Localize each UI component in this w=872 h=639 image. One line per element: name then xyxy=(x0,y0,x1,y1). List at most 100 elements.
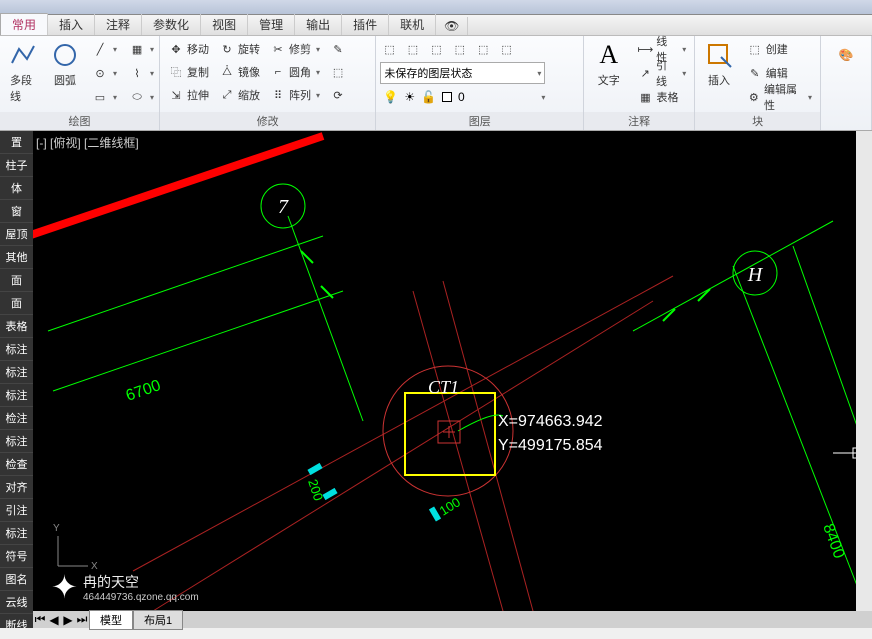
model-tab[interactable]: 模型 xyxy=(89,610,133,630)
insert-block-icon xyxy=(704,40,734,70)
watermark-star-icon: ✦ xyxy=(51,568,78,606)
line-tool[interactable]: ╱▾ xyxy=(88,38,121,60)
side-item[interactable]: 断线 xyxy=(0,614,33,628)
side-item[interactable]: 面 xyxy=(0,269,33,292)
ellipse-tool[interactable]: ⬭▾ xyxy=(125,86,158,108)
tab-addins[interactable]: 插件 xyxy=(342,14,389,35)
tab-focus-icon[interactable]: 👁 xyxy=(436,17,468,35)
mirror-icon: ⧊ xyxy=(219,64,235,80)
tab-online[interactable]: 联机 xyxy=(389,14,436,35)
layout1-tab[interactable]: 布局1 xyxy=(133,610,183,630)
title-bar xyxy=(0,0,872,15)
layer-lock-icon[interactable]: ⬚ xyxy=(474,38,492,60)
rect-tool[interactable]: ▭▾ xyxy=(88,86,121,108)
side-item[interactable]: 标注 xyxy=(0,522,33,545)
array-icon: ⠿ xyxy=(270,87,286,103)
panel-modify-label: 修改 xyxy=(160,112,375,130)
array-button[interactable]: ⠿阵列▾ xyxy=(266,84,324,106)
tab-view[interactable]: 视图 xyxy=(201,14,248,35)
side-item[interactable]: 符号 xyxy=(0,545,33,568)
side-item[interactable]: 标注 xyxy=(0,430,33,453)
tab-nav-last[interactable]: ⏭ xyxy=(75,613,89,627)
model-layout-tabs: ⏮ ◀ ▶ ⏭ 模型 布局1 xyxy=(33,611,872,628)
edit-attr-button[interactable]: ⚙编辑属性▾ xyxy=(743,86,816,108)
panel-layer: ⬚ ⬚ ⬚ ⬚ ⬚ ⬚ 未保存的图层状态▾ 💡 ☀ 🔓 0 ▾ 图层 xyxy=(376,36,584,130)
trim-button[interactable]: ✂修剪▾ xyxy=(266,38,324,60)
table-button[interactable]: ▦表格 xyxy=(633,86,690,108)
tab-annotate[interactable]: 注释 xyxy=(95,14,142,35)
leader-button[interactable]: ↗引线▾ xyxy=(633,62,690,84)
side-item[interactable]: 检注 xyxy=(0,407,33,430)
tab-insert[interactable]: 插入 xyxy=(48,14,95,35)
rotate-button[interactable]: ↻旋转 xyxy=(215,38,264,60)
rotate-icon: ↻ xyxy=(219,41,235,57)
polyline-button[interactable]: 多段线 xyxy=(4,38,42,106)
panel-extra: 🎨 xyxy=(821,36,872,130)
tab-nav-first[interactable]: ⏮ xyxy=(33,613,47,627)
arc-button[interactable]: 圆弧 xyxy=(46,38,84,90)
side-item[interactable]: 表格 xyxy=(0,315,33,338)
tab-output[interactable]: 输出 xyxy=(295,14,342,35)
side-item[interactable]: 体 xyxy=(0,177,33,200)
side-item[interactable]: 窗 xyxy=(0,200,33,223)
layer-current-combo[interactable]: 💡 ☀ 🔓 0 ▾ xyxy=(380,86,545,108)
layer-freeze-icon[interactable]: ⬚ xyxy=(427,38,445,60)
fillet-button[interactable]: ⌐圆角▾ xyxy=(266,61,324,83)
svg-text:H: H xyxy=(747,264,764,286)
layer-state-combo[interactable]: 未保存的图层状态▾ xyxy=(380,62,545,84)
circle-tool[interactable]: ⊙▾ xyxy=(88,62,121,84)
panel-block-label: 块 xyxy=(695,112,820,130)
layer-iso-icon[interactable]: ⬚ xyxy=(404,38,422,60)
side-item[interactable]: 云线 xyxy=(0,591,33,614)
erase-button[interactable]: ✎ xyxy=(326,38,350,60)
side-item[interactable]: 对齐 xyxy=(0,476,33,499)
tab-home[interactable]: 常用 xyxy=(0,13,48,35)
layer-off-icon[interactable]: ⬚ xyxy=(451,38,469,60)
byLayer-icon[interactable]: 🎨 xyxy=(825,38,867,72)
polyline-icon xyxy=(8,40,38,70)
side-item[interactable]: 其他 xyxy=(0,246,33,269)
tab-nav-next[interactable]: ▶ xyxy=(61,613,75,627)
layer-match-icon[interactable]: ⬚ xyxy=(497,38,515,60)
side-item[interactable]: 图名 xyxy=(0,568,33,591)
side-item[interactable]: 柱子 xyxy=(0,154,33,177)
tab-nav-prev[interactable]: ◀ xyxy=(47,613,61,627)
text-button[interactable]: A 文字 xyxy=(588,38,629,90)
explode-button[interactable]: ⬚ xyxy=(326,61,350,83)
spline-tool[interactable]: ⌇▾ xyxy=(125,62,158,84)
ribbon-tabs: 常用 插入 注释 参数化 视图 管理 输出 插件 联机 👁 xyxy=(0,15,872,36)
side-item[interactable]: 引注 xyxy=(0,499,33,522)
layer-zero-label: 0 xyxy=(458,90,465,104)
side-item[interactable]: 屋顶 xyxy=(0,223,33,246)
main-area: 置 柱子 体 窗 屋顶 其他 面 面 表格 标注 标注 标注 检注 标注 检查 … xyxy=(0,131,872,628)
offset-button[interactable]: ⟳ xyxy=(326,84,350,106)
watermark: 冉的天空 464449736.qzone.qq.com xyxy=(83,572,199,603)
side-item[interactable]: 置 xyxy=(0,131,33,154)
stretch-icon: ⇲ xyxy=(168,87,184,103)
panel-draw-label: 绘图 xyxy=(0,112,159,130)
move-button[interactable]: ✥移动 xyxy=(164,38,213,60)
side-item[interactable]: 标注 xyxy=(0,384,33,407)
vertical-scrollbar[interactable] xyxy=(856,131,872,611)
move-icon: ✥ xyxy=(168,41,184,57)
stretch-button[interactable]: ⇲拉伸 xyxy=(164,84,213,106)
svg-text:7: 7 xyxy=(278,196,289,218)
mirror-button[interactable]: ⧊镜像 xyxy=(215,61,264,83)
insert-block-button[interactable]: 插入 xyxy=(699,38,738,90)
table-icon: ▦ xyxy=(637,89,653,105)
side-item[interactable]: 面 xyxy=(0,292,33,315)
panel-modify: ✥移动 ↻旋转 ✂修剪▾ ✎ ⿻复制 ⧊镜像 ⌐圆角▾ ⬚ ⇲拉伸 ⤢缩放 ⠿阵… xyxy=(160,36,376,130)
scale-button[interactable]: ⤢缩放 xyxy=(215,84,264,106)
bulb-icon: 💡 xyxy=(383,90,398,104)
drawing-canvas[interactable]: [-] [俯视] [二维线框] 7 H xyxy=(33,131,872,628)
create-block-button[interactable]: ⬚创建 xyxy=(743,38,816,60)
side-item[interactable]: 检查 xyxy=(0,453,33,476)
panel-layer-label: 图层 xyxy=(376,112,583,130)
side-item[interactable]: 标注 xyxy=(0,338,33,361)
hatch-tool[interactable]: ▦▾ xyxy=(125,38,158,60)
tab-parametric[interactable]: 参数化 xyxy=(142,14,201,35)
tab-manage[interactable]: 管理 xyxy=(248,14,295,35)
copy-button[interactable]: ⿻复制 xyxy=(164,61,213,83)
side-item[interactable]: 标注 xyxy=(0,361,33,384)
layer-prop-icon[interactable]: ⬚ xyxy=(380,38,398,60)
